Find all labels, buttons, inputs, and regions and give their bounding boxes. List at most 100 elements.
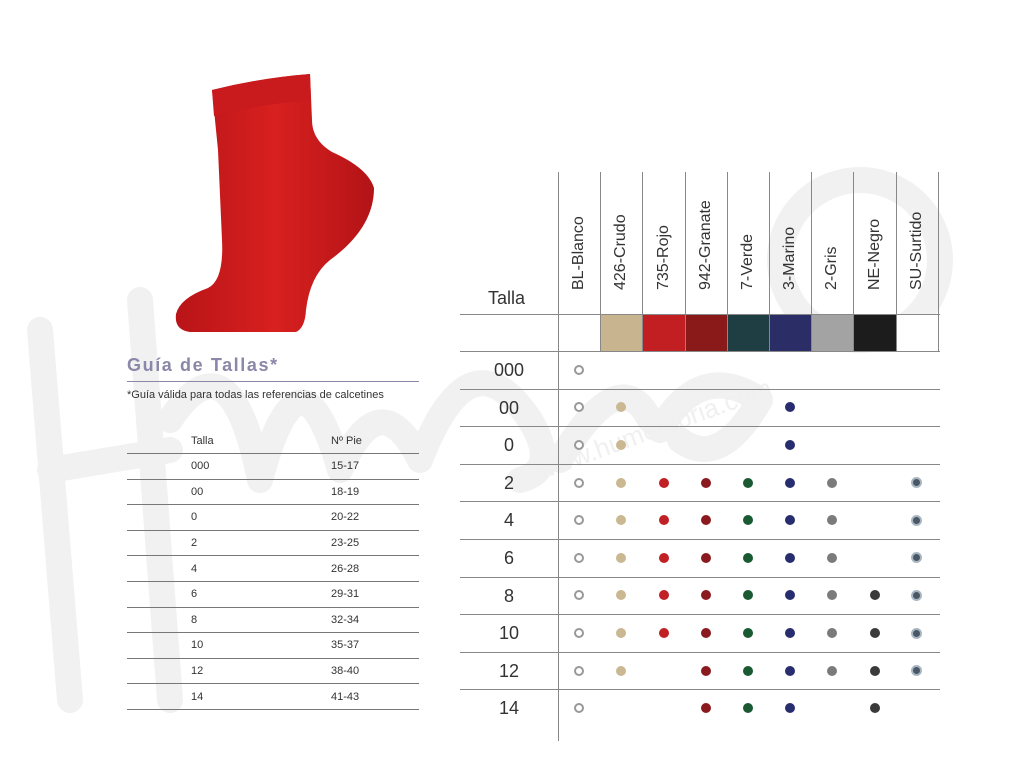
availability-dot [785,477,796,488]
size-row-label: 6 [503,548,514,568]
header-foot-number: Nº Pie [331,434,362,447]
availability-dot [827,590,838,601]
size-table-row: 14 41-43 [127,684,419,710]
size-row-label: 00 [498,397,520,418]
size-talla-cell: 6 [191,588,198,601]
row-rule [460,539,940,540]
size-talla-cell: 00 [191,485,204,498]
color-column-label: NE-Negro [865,218,883,290]
column-divider [726,172,728,351]
column-divider [600,172,602,351]
availability-dot [911,514,923,526]
availability-dot [869,628,880,638]
column-divider [811,172,813,351]
availability-dot [785,665,796,676]
color-swatch [812,315,854,351]
availability-dot [785,515,796,526]
size-table-row: 00 18-19 [127,480,419,506]
availability-dot [827,628,838,638]
availability-dot [742,628,753,638]
availability-dot [742,703,753,714]
color-column-label: 3-Marino [781,226,799,290]
size-table-row: 6 29-31 [127,582,419,608]
availability-dot [700,665,711,676]
size-table-row: 8 32-34 [127,608,419,634]
availability-dot [869,665,880,676]
row-rule [460,463,940,465]
row-rule [460,576,940,578]
availability-dot [785,628,796,638]
size-foot-cell: 32-34 [331,613,360,626]
availability-dot [742,665,753,676]
size-foot-cell: 20-22 [331,511,360,524]
availability-dot [700,552,711,563]
availability-dot [574,515,585,526]
availability-dot [827,552,838,563]
availability-dot [616,440,627,450]
size-row-label: 4 [503,510,514,531]
size-table-row: 12 38-40 [127,659,419,685]
size-talla-cell: 8 [191,613,198,626]
row-rule [460,388,940,390]
availability-dot [869,703,880,714]
availability-dot [574,477,585,488]
size-row-label: 14 [498,698,520,719]
color-column-label: 942-Granate [696,200,714,290]
column-divider [895,172,897,351]
row-rule [460,614,940,616]
availability-dot [658,515,669,526]
size-talla-cell: 10 [191,639,204,652]
size-row-label: 12 [498,660,520,681]
size-talla-cell: 0 [191,511,198,524]
size-row-label: 2 [503,472,514,493]
availability-dot [827,515,838,526]
availability-dot [616,590,627,601]
size-foot-cell: 15-17 [331,460,360,473]
availability-dot [574,703,585,714]
size-talla-cell: 2 [191,537,198,550]
availability-dot [658,477,669,488]
size-foot-cell: 35-37 [331,639,360,652]
availability-dot [742,552,753,563]
availability-dot [869,590,880,601]
availability-dot [658,552,669,563]
color-swatch [854,315,896,351]
guide-title: Guía de Tallas* [127,355,279,375]
size-table-row: 10 35-37 [127,633,419,659]
color-column-label: SU-Surtido [907,211,925,290]
column-divider [937,172,939,351]
availability-dot [574,440,585,450]
sock-image [175,74,374,332]
availability-dot [700,703,711,714]
header-talla: Talla [191,434,214,447]
size-talla-cell: 14 [191,690,204,703]
column-divider [642,172,644,351]
availability-dot [574,364,585,375]
availability-dot [616,665,627,676]
header-rule [460,314,940,315]
color-swatch [601,315,643,351]
size-foot-cell: 41-43 [331,690,360,703]
row-rule [460,501,940,503]
size-foot-cell: 38-40 [331,665,360,678]
availability-dot [785,440,796,450]
color-swatch [896,315,938,351]
color-column-label: 426-Crudo [612,214,630,290]
size-row-label: 8 [503,585,514,606]
column-divider [558,172,559,351]
availability-dot [658,590,669,601]
availability-dot [616,477,627,488]
size-foot-cell: 23-25 [331,537,360,550]
color-column-label: 735-Rojo [654,225,672,290]
column-divider [853,172,855,351]
availability-dot [742,477,753,488]
availability-dot [616,515,627,526]
size-foot-cell: 26-28 [331,562,360,575]
column-divider [684,172,686,351]
row-label-divider [558,351,559,741]
availability-dot [700,515,711,526]
size-talla-cell: 000 [191,460,210,473]
availability-dot [700,477,711,488]
column-divider [769,172,770,351]
